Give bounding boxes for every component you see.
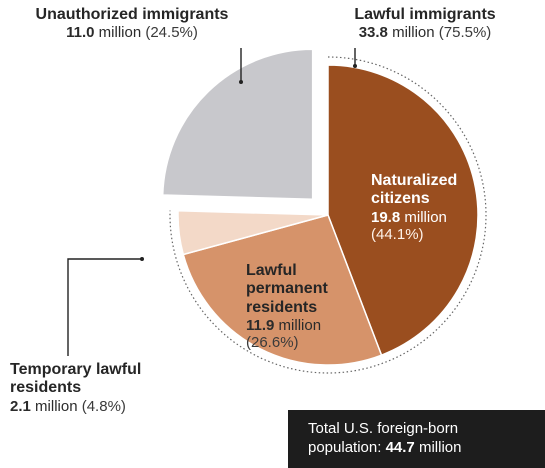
- pie-slice-permanent: [182, 214, 383, 366]
- unauthorized-value-unit: million: [98, 24, 142, 42]
- unauthorized-value: 11.0 million (24.5%): [8, 24, 256, 41]
- permanent-value-number: 11.9: [246, 317, 275, 335]
- naturalized-value: 19.8 million: [371, 209, 457, 226]
- permanent-value: 11.9 million: [246, 317, 328, 334]
- lawful-value: 33.8 million (75.5%): [305, 24, 545, 41]
- permanent-percent: (26.6%): [246, 334, 299, 352]
- temporary-value: 2.1 million (4.8%): [10, 398, 141, 415]
- naturalized-value-number: 19.8: [371, 208, 401, 226]
- temporary-value-percent: (4.8%): [81, 397, 126, 415]
- pie-slice-naturalized: [327, 64, 479, 357]
- naturalized-value-unit: million: [404, 208, 447, 226]
- unauthorized-value-number: 11.0: [66, 24, 95, 42]
- naturalized-percent: (44.1%): [371, 226, 424, 244]
- lawful-value-number: 33.8: [358, 24, 388, 42]
- lawful-title: Lawful immigrants: [354, 6, 496, 23]
- naturalized-title-line2: citizens: [371, 190, 430, 208]
- unauthorized-label: Unauthorized immigrants 11.0 million (24…: [8, 6, 256, 42]
- total-unit: million: [418, 438, 462, 456]
- temporary-label: Temporary lawful residents 2.1 million (…: [10, 361, 141, 415]
- leader-temporary-dot: [140, 257, 144, 261]
- pie-slices: [161, 48, 479, 366]
- lawful-value-percent: (75.5%): [438, 24, 492, 42]
- pie-slice-unauthorized: [161, 48, 314, 201]
- total-line2: population: 44.7 million: [308, 439, 533, 458]
- temporary-value-number: 2.1: [10, 397, 31, 415]
- unauthorized-value-percent: (24.5%): [145, 24, 198, 42]
- temporary-title-line1: Temporary lawful: [10, 361, 142, 378]
- permanent-title-line2: permanent: [246, 280, 328, 298]
- lawful-label: Lawful immigrants 33.8 million (75.5%): [305, 6, 545, 42]
- lawful-value-unit: million: [392, 24, 435, 42]
- total-box: Total U.S. foreign-born population: 44.7…: [288, 410, 545, 468]
- leader-unauthorized-dot: [239, 80, 243, 84]
- pie-slice-temporary: [177, 210, 329, 256]
- total-prefix: population:: [308, 438, 382, 456]
- leader-lines: [67, 48, 487, 374]
- temporary-title-line2: residents: [10, 379, 82, 397]
- permanent-label: Lawful permanent residents 11.9 million …: [246, 262, 328, 352]
- leader-lawful-dot: [353, 64, 357, 68]
- total-value: 44.7: [385, 438, 415, 456]
- temporary-value-unit: million: [35, 397, 78, 415]
- permanent-title-line1: Lawful: [246, 262, 297, 279]
- permanent-value-unit: million: [278, 317, 322, 335]
- unauthorized-title: Unauthorized immigrants: [35, 6, 229, 23]
- permanent-title-line3: residents: [246, 298, 318, 316]
- leader-temporary: [67, 258, 142, 356]
- total-line1: Total U.S. foreign-born: [308, 420, 459, 437]
- naturalized-label: Naturalized citizens 19.8 million (44.1%…: [371, 172, 457, 243]
- naturalized-title-line1: Naturalized: [371, 172, 458, 189]
